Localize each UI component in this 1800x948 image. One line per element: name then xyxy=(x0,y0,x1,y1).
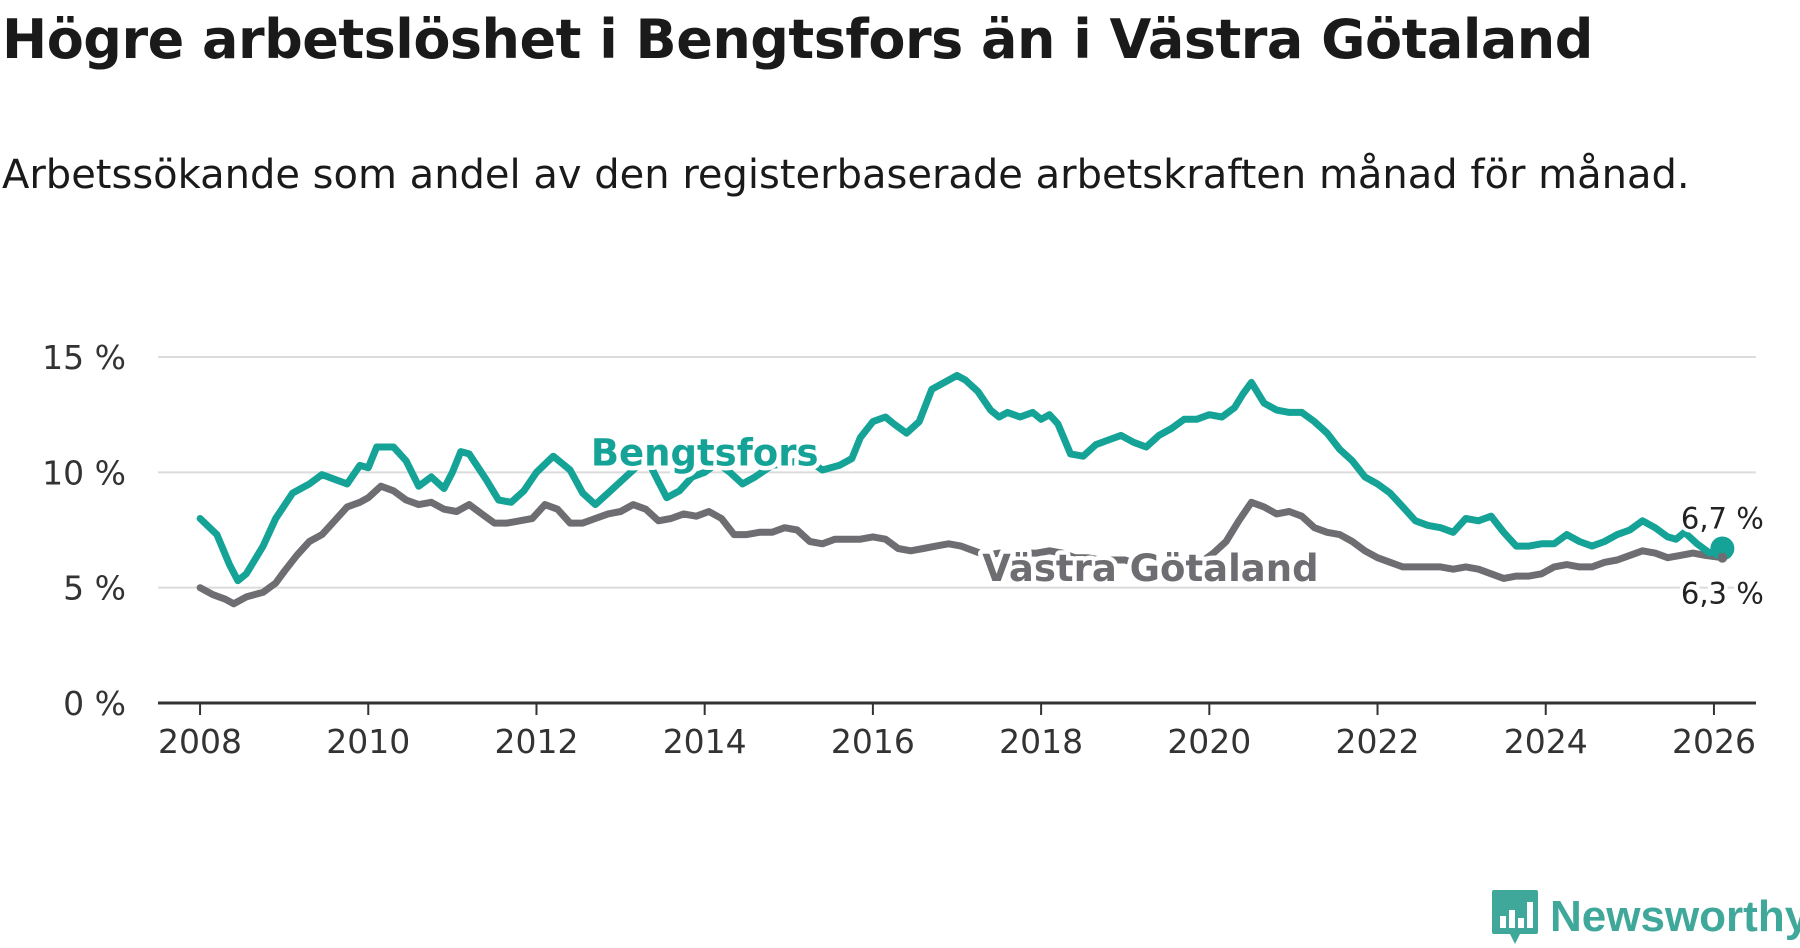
series-label-vastra-gotaland: Västra Götaland xyxy=(982,547,1318,590)
line-chart: 0 %5 %10 %15 % 2008 2010 2012 2014 2016 2018 2… xyxy=(42,338,1767,761)
x-tick-label: 2022 xyxy=(1336,722,1420,761)
y-tick-label: 15 % xyxy=(42,338,126,377)
end-point-vastra-gotaland xyxy=(1717,552,1728,563)
x-tick-label: 2012 xyxy=(494,722,578,761)
end-point-bengtsfors xyxy=(1710,536,1735,561)
series-line-bengtsfors xyxy=(196,372,1726,585)
x-tick-label: 2026 xyxy=(1672,722,1756,761)
y-tick-label: 5 % xyxy=(63,569,126,608)
x-tick-label: 2020 xyxy=(1167,722,1251,761)
brand-name: Newsworthy xyxy=(1550,892,1800,941)
x-tick-label: 2018 xyxy=(999,722,1083,761)
x-axis: 2008 2010 2012 2014 2016 2018 2020 2022 2024 2026 xyxy=(158,701,1756,761)
x-tick-label: 2016 xyxy=(831,722,915,761)
newsworthy-logo-icon xyxy=(1492,890,1538,944)
y-tick-label: 0 % xyxy=(63,684,126,723)
x-tick-label: 2008 xyxy=(158,722,242,761)
end-value-label-vastra-gotaland: 6,3 % xyxy=(1681,577,1764,611)
newsworthy-logo: Newsworthy xyxy=(1490,888,1800,946)
x-tick-label: 2010 xyxy=(326,722,410,761)
x-tick-label: 2024 xyxy=(1504,722,1588,761)
series-labels: Bengtsfors Västra Götaland 6,7 % 6,3 % xyxy=(586,427,1767,614)
chart-title: Högre arbetslöshet i Bengtsfors än i Väs… xyxy=(2,8,1593,71)
y-axis: 0 % 5 % 10 % 15 % xyxy=(42,338,126,723)
chart-subtitle: Arbetssökande som andel av den registerb… xyxy=(2,152,1690,198)
series-label-bengtsfors: Bengtsfors xyxy=(591,431,819,474)
series-group xyxy=(196,372,1735,608)
x-tick-label: 2014 xyxy=(663,722,747,761)
y-tick-label: 10 % xyxy=(42,453,126,492)
series-line-vastra-gotaland xyxy=(196,482,1726,608)
end-value-label-bengtsfors: 6,7 % xyxy=(1681,501,1764,535)
chart-grid xyxy=(158,356,1756,589)
